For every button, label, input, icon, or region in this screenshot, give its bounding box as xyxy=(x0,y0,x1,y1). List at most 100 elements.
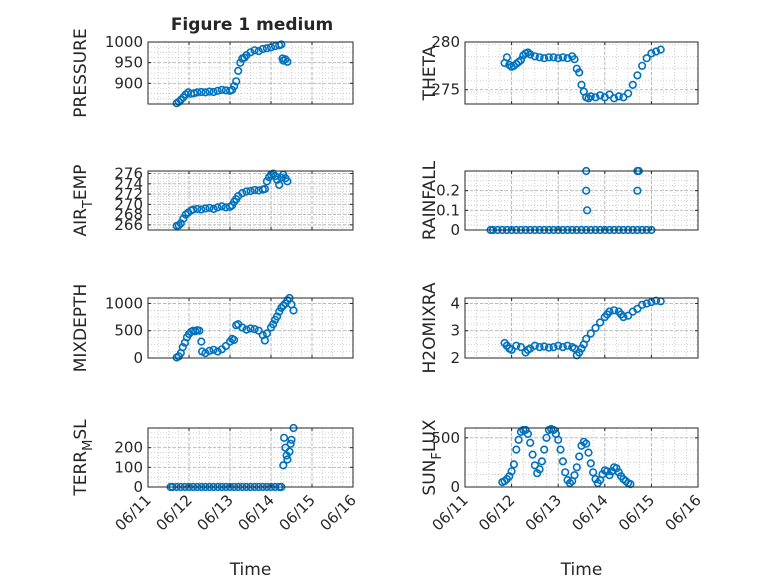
data-point xyxy=(507,345,516,354)
x-tick-label: 06/14 xyxy=(568,491,611,534)
y-tick-label: 500 xyxy=(114,322,143,340)
data-point xyxy=(549,343,558,352)
data-point xyxy=(530,341,540,350)
data-point xyxy=(275,180,284,189)
x-tick-label: 06/11 xyxy=(112,491,155,534)
data-point xyxy=(205,346,214,356)
data-point xyxy=(609,306,619,315)
y-tick-label: 0.2 xyxy=(436,182,460,200)
data-point xyxy=(554,54,563,63)
data-point xyxy=(250,185,259,195)
data-point xyxy=(586,92,595,101)
y-tick-label: 900 xyxy=(114,74,143,92)
data-point xyxy=(582,439,591,448)
data-point xyxy=(542,433,551,442)
data-point xyxy=(623,89,633,98)
data-point xyxy=(209,204,218,214)
y-tick-label: 0.1 xyxy=(436,201,460,219)
data-point xyxy=(558,343,568,352)
data-point xyxy=(595,318,605,327)
data-point xyxy=(254,46,263,56)
data-point xyxy=(213,203,222,212)
x-tick-label: 06/16 xyxy=(317,491,360,534)
data-point xyxy=(570,471,579,480)
data-point xyxy=(209,345,218,354)
data-point xyxy=(556,445,565,454)
y-tick-label: 3 xyxy=(450,322,460,340)
data-point xyxy=(554,435,563,444)
data-point xyxy=(558,53,568,62)
data-point xyxy=(238,189,247,198)
data-point xyxy=(193,88,202,97)
data-point xyxy=(614,92,623,101)
data-point xyxy=(197,205,206,214)
data-point xyxy=(201,204,210,213)
data-point xyxy=(287,435,296,444)
data-point xyxy=(250,46,259,55)
data-point xyxy=(217,202,226,211)
y-axis-label: SUNFLUX xyxy=(420,419,445,496)
data-point xyxy=(277,303,286,312)
series-markers xyxy=(500,45,665,103)
data-point xyxy=(612,464,621,473)
data-point xyxy=(526,50,535,59)
data-point xyxy=(512,341,521,350)
data-point xyxy=(236,58,245,67)
data-point xyxy=(205,203,214,212)
axes-box xyxy=(464,427,699,488)
x-tick-label: 06/12 xyxy=(153,491,196,534)
data-point xyxy=(512,445,521,454)
data-point xyxy=(605,307,614,316)
data-point xyxy=(633,71,642,80)
data-point xyxy=(642,54,651,63)
data-point xyxy=(258,44,267,54)
data-point xyxy=(561,468,570,477)
data-point xyxy=(217,85,226,94)
data-point xyxy=(530,461,540,470)
data-point xyxy=(507,467,516,476)
data-point xyxy=(179,214,188,223)
data-point xyxy=(651,47,661,56)
data-point xyxy=(285,447,294,456)
x-tick-label: 06/15 xyxy=(615,491,658,534)
data-point xyxy=(575,348,584,357)
data-point xyxy=(269,320,278,329)
data-point xyxy=(584,448,593,457)
x-axis-label: Time xyxy=(229,560,272,580)
data-point xyxy=(570,55,579,64)
data-point xyxy=(514,435,523,444)
data-point xyxy=(575,68,584,77)
data-point xyxy=(232,77,241,86)
series-markers xyxy=(172,293,298,362)
x-tick-label: 06/13 xyxy=(194,491,237,534)
x-tick-label: 06/14 xyxy=(235,491,278,534)
axes-box xyxy=(464,297,699,359)
data-point xyxy=(549,53,558,62)
y-axis-label: AIRTEMP xyxy=(71,164,96,236)
y-tick-label: 200 xyxy=(114,439,143,457)
data-point xyxy=(260,336,270,345)
subplot-pressure: 900 950 1000 PRESSURE xyxy=(71,28,354,118)
data-point xyxy=(656,45,665,54)
data-point xyxy=(544,53,554,62)
data-point xyxy=(582,206,592,215)
y-tick-label: 276 xyxy=(114,165,143,183)
series-markers xyxy=(172,169,292,230)
data-point xyxy=(234,66,243,75)
data-point xyxy=(577,344,586,353)
axes-box xyxy=(147,41,354,105)
data-point xyxy=(213,347,222,356)
data-point xyxy=(289,306,298,315)
series-markers xyxy=(500,296,665,360)
data-point xyxy=(262,329,272,338)
data-point xyxy=(246,48,255,57)
data-point xyxy=(283,57,292,66)
y-axis-label: THETA xyxy=(420,45,440,101)
y-axis-label: TERRMSL xyxy=(71,419,96,497)
data-point xyxy=(530,52,540,61)
y-tick-label: 272 xyxy=(114,185,143,203)
y-tick-label: 4 xyxy=(450,294,460,312)
